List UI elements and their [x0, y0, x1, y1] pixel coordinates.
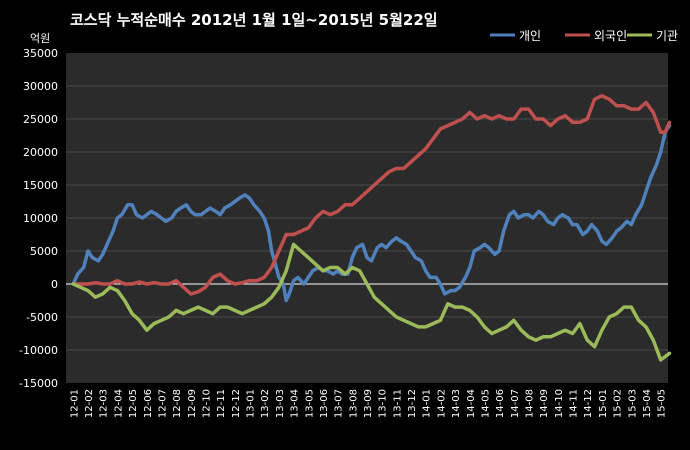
x-tick-label: 12-07 [157, 389, 168, 418]
x-tick-label: 13-07 [334, 389, 345, 418]
series-line-1 [71, 94, 672, 296]
x-tick-label: 12-02 [84, 389, 95, 418]
series-lines [71, 94, 672, 362]
y-tick-label: 25000 [23, 113, 58, 126]
x-tick-label: 13-06 [319, 389, 330, 418]
x-tick-label: 12-03 [99, 389, 110, 418]
legend-label-0: 개인 [519, 29, 541, 43]
x-tick-label: 12-04 [113, 389, 124, 418]
x-tick-label: 15-03 [627, 389, 638, 418]
x-tick-label: 14-12 [583, 389, 594, 418]
y-tick-label: -5000 [26, 311, 58, 324]
series-line-2 [71, 242, 672, 362]
x-tick-label: 14-01 [422, 389, 433, 418]
y-tick-label: 20000 [23, 146, 58, 159]
x-tick-label: 13-11 [392, 389, 403, 418]
y-tick-label: 0 [51, 278, 58, 291]
x-tick-label: 14-09 [539, 389, 550, 418]
legend: 개인 외국인 기관 [490, 29, 678, 43]
x-tick-label: 13-03 [275, 389, 286, 418]
y-tick-label: -15000 [19, 377, 58, 390]
y-axis-unit: 억원 [30, 32, 50, 45]
x-tick-label: 12-12 [231, 389, 242, 418]
y-tick-label: -10000 [19, 344, 58, 357]
x-tick-label: 13-02 [260, 389, 271, 418]
x-tick-label: 15-05 [657, 389, 668, 418]
y-axis: -15000 -10000 -5000 0 5000 10000 15000 20000 250… [19, 47, 58, 390]
y-tick-label: 10000 [23, 212, 58, 225]
x-axis: 12-01 12-02 12-03 12-04 12-05 12-06 12-07 12-08… [69, 389, 667, 418]
y-tick-label: 30000 [23, 80, 58, 93]
x-tick-label: 12-06 [143, 389, 154, 418]
x-tick-label: 13-04 [290, 389, 301, 418]
x-tick-label: 12-01 [69, 389, 80, 418]
x-tick-label: 14-05 [480, 389, 491, 418]
x-tick-label: 14-10 [554, 389, 565, 418]
x-tick-label: 14-02 [436, 389, 447, 418]
x-tick-label: 13-12 [407, 389, 418, 418]
x-tick-label: 13-10 [378, 389, 389, 418]
x-tick-label: 12-11 [216, 389, 227, 418]
x-tick-label: 12-10 [201, 389, 212, 418]
x-tick-label: 15-01 [598, 389, 609, 418]
series-line-0 [71, 123, 672, 303]
x-tick-label: 14-03 [451, 389, 462, 418]
y-tick-label: 5000 [30, 245, 58, 258]
x-tick-label: 13-09 [363, 389, 374, 418]
x-tick-label: 13-01 [246, 389, 257, 418]
x-tick-label: 14-08 [525, 389, 536, 418]
x-tick-label: 12-09 [187, 389, 198, 418]
x-tick-label: 14-04 [466, 389, 477, 418]
y-tick-label: 15000 [23, 179, 58, 192]
x-tick-label: 13-08 [348, 389, 359, 418]
x-tick-label: 12-08 [172, 389, 183, 418]
x-tick-label: 15-04 [642, 389, 653, 418]
chart-title: 코스닥 누적순매수 2012년 1월 1일~2015년 5월22일 [70, 11, 438, 29]
x-tick-label: 13-05 [304, 389, 315, 418]
x-tick-label: 12-05 [128, 389, 139, 418]
x-tick-label: 14-11 [569, 389, 580, 418]
legend-label-1: 외국인 [594, 29, 627, 43]
x-tick-label: 14-07 [510, 389, 521, 418]
legend-label-2: 기관 [656, 29, 678, 43]
x-tick-label: 15-02 [613, 389, 624, 418]
x-tick-label: 14-06 [495, 389, 506, 418]
y-tick-label: 35000 [23, 47, 58, 60]
